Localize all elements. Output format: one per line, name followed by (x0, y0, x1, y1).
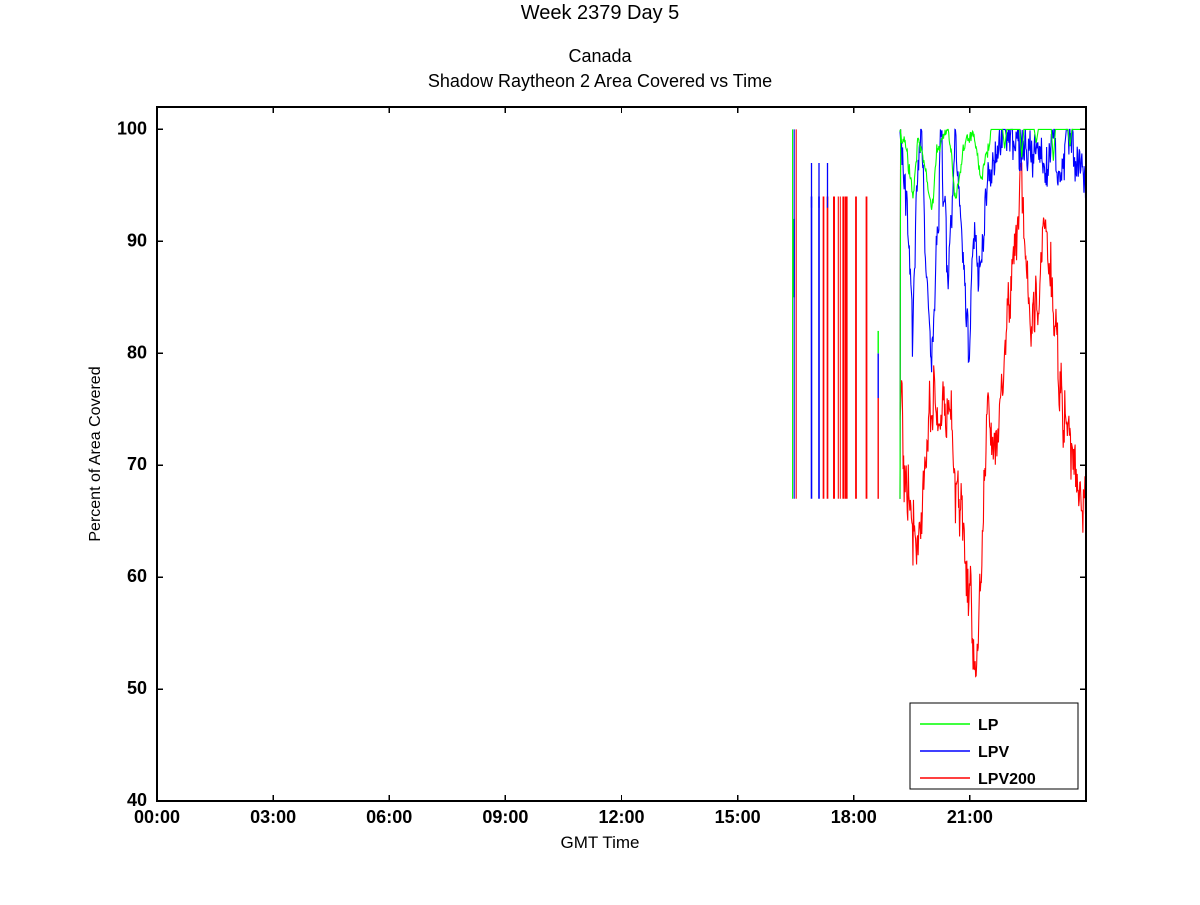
svg-text:80: 80 (127, 342, 147, 362)
svg-text:90: 90 (127, 230, 147, 250)
svg-text:09:00: 09:00 (482, 807, 528, 827)
svg-text:12:00: 12:00 (598, 807, 644, 827)
svg-text:18:00: 18:00 (831, 807, 877, 827)
svg-text:21:00: 21:00 (947, 807, 993, 827)
svg-text:70: 70 (127, 454, 147, 474)
svg-text:06:00: 06:00 (366, 807, 412, 827)
svg-text:03:00: 03:00 (250, 807, 296, 827)
svg-text:100: 100 (117, 118, 147, 138)
svg-text:00:00: 00:00 (134, 807, 180, 827)
svg-text:50: 50 (127, 678, 147, 698)
svg-text:LPV200: LPV200 (978, 771, 1036, 788)
svg-text:40: 40 (127, 790, 147, 810)
svg-text:60: 60 (127, 566, 147, 586)
svg-text:15:00: 15:00 (715, 807, 761, 827)
svg-text:LPV: LPV (978, 744, 1009, 761)
svg-text:LP: LP (978, 717, 999, 734)
